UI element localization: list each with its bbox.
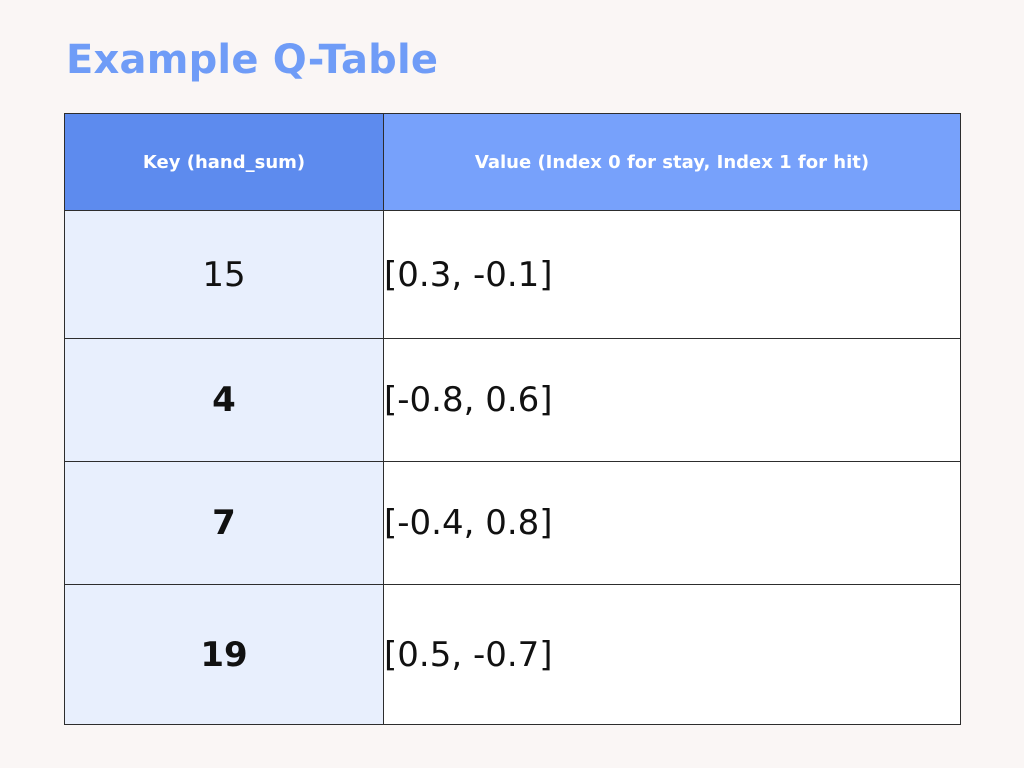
key-cell: 7 — [64, 461, 384, 585]
value-cell: [0.3, -0.1] — [383, 210, 961, 339]
table-row: 7 [-0.4, 0.8] — [64, 461, 961, 585]
column-header-key: Key (hand_sum) — [64, 113, 384, 211]
table-row: 4 [-0.8, 0.6] — [64, 338, 961, 462]
q-table: Key (hand_sum) Value (Index 0 for stay, … — [64, 113, 961, 725]
page-title: Example Q-Table — [66, 37, 439, 83]
key-cell: 19 — [64, 584, 384, 725]
key-cell: 15 — [64, 210, 384, 339]
value-cell: [-0.8, 0.6] — [383, 338, 961, 462]
table-row: 15 [0.3, -0.1] — [64, 210, 961, 339]
value-cell: [-0.4, 0.8] — [383, 461, 961, 585]
value-cell: [0.5, -0.7] — [383, 584, 961, 725]
key-cell: 4 — [64, 338, 384, 462]
table-row: 19 [0.5, -0.7] — [64, 584, 961, 725]
table-header-row: Key (hand_sum) Value (Index 0 for stay, … — [64, 113, 961, 211]
column-header-value: Value (Index 0 for stay, Index 1 for hit… — [383, 113, 961, 211]
